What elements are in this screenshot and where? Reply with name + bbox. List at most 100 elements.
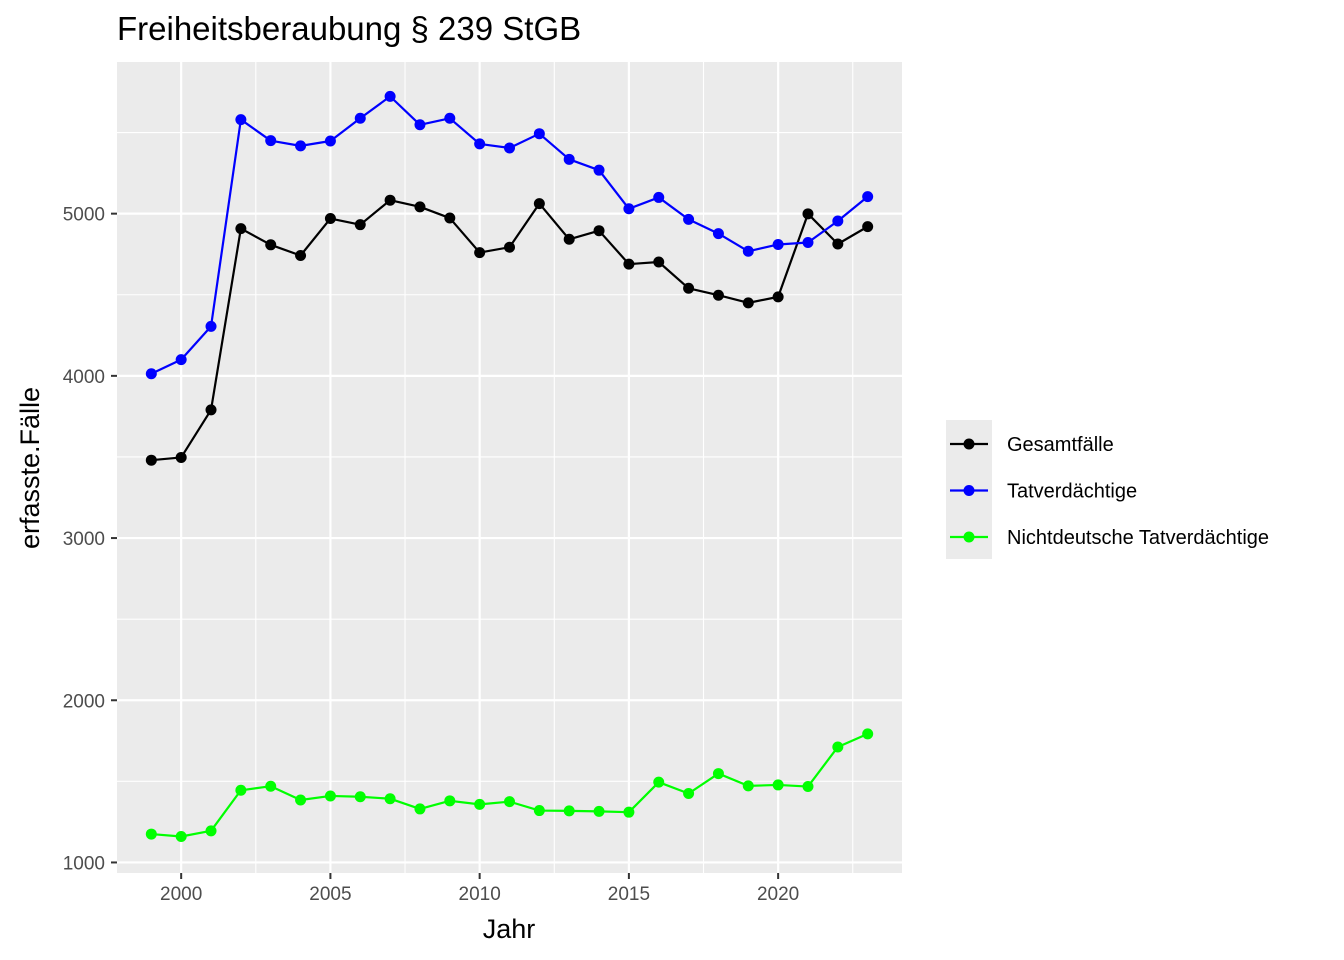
data-point	[205, 825, 217, 837]
data-point	[414, 803, 426, 815]
data-point	[354, 219, 366, 231]
data-point	[832, 238, 844, 250]
y-tick-label: 3000	[63, 529, 105, 550]
legend-label: Tatverdächtige	[1007, 481, 1137, 503]
data-point	[653, 191, 665, 203]
data-point	[683, 788, 695, 800]
x-axis-title: Jahr	[483, 914, 536, 944]
data-point	[324, 135, 336, 147]
series-0	[145, 194, 874, 466]
data-point	[533, 198, 545, 210]
data-point	[444, 112, 456, 124]
data-point	[474, 138, 486, 150]
x-tick-label: 2020	[757, 884, 799, 905]
data-point	[354, 791, 366, 803]
legend: Gesamtfälle Tatverdächtige Nichtdeutsche T…	[946, 420, 1269, 559]
data-point	[533, 805, 545, 817]
chart-title: Freiheitsberaubung § 239 StGB	[117, 10, 581, 47]
series-1	[145, 90, 874, 380]
data-point	[474, 247, 486, 259]
legend-key-point	[963, 485, 975, 496]
data-point	[772, 238, 784, 250]
data-point	[862, 221, 874, 233]
data-point	[175, 451, 187, 463]
data-point	[474, 798, 486, 810]
data-point	[623, 258, 635, 270]
series-layer	[145, 90, 874, 843]
data-point	[832, 741, 844, 753]
data-point	[772, 291, 784, 303]
data-point	[295, 794, 307, 806]
data-point	[235, 223, 247, 235]
minor-gridlines	[117, 62, 902, 873]
data-point	[772, 779, 784, 791]
data-point	[235, 784, 247, 796]
data-point	[623, 203, 635, 215]
data-point	[504, 241, 515, 253]
data-point	[414, 201, 426, 213]
data-point	[295, 250, 307, 262]
data-point	[862, 191, 874, 203]
data-point	[712, 289, 724, 301]
data-point	[205, 320, 217, 332]
data-point	[444, 212, 456, 224]
data-point	[653, 776, 665, 788]
data-point	[653, 256, 665, 268]
data-point	[533, 128, 545, 140]
data-point	[563, 233, 575, 245]
data-point	[683, 282, 695, 294]
series-2	[145, 728, 874, 843]
data-point	[444, 795, 456, 807]
data-point	[593, 805, 605, 817]
data-point	[145, 828, 157, 840]
data-point	[265, 135, 277, 147]
data-point	[742, 245, 754, 257]
axis-ticks	[111, 212, 780, 879]
y-tick-labels: 1000 2000 3000 4000 5000	[63, 205, 105, 875]
x-tick-label: 2005	[309, 884, 351, 905]
y-tick-label: 5000	[63, 205, 105, 226]
y-tick-label: 2000	[63, 691, 105, 712]
plot-panel	[117, 62, 902, 873]
data-point	[354, 112, 366, 124]
data-point	[563, 805, 575, 817]
x-tick-label: 2000	[160, 884, 202, 905]
data-point	[802, 237, 814, 249]
data-point	[683, 213, 695, 225]
data-point	[145, 454, 157, 466]
y-tick-label: 1000	[63, 853, 105, 874]
legend-key-point	[963, 531, 975, 543]
data-point	[712, 228, 724, 240]
data-point	[384, 194, 396, 206]
data-point	[504, 142, 515, 154]
data-point	[414, 119, 426, 131]
data-point	[504, 796, 515, 808]
data-point	[384, 90, 396, 102]
y-tick-label: 4000	[63, 367, 105, 388]
data-point	[384, 793, 396, 805]
major-gridlines	[117, 62, 902, 873]
data-point	[832, 215, 844, 227]
data-point	[205, 404, 217, 416]
data-point	[742, 297, 754, 309]
legend-label: Nichtdeutsche Tatverdächtige	[1007, 527, 1269, 549]
data-point	[265, 239, 277, 251]
data-point	[265, 780, 277, 792]
data-point	[175, 354, 187, 366]
legend-label: Gesamtfälle	[1007, 434, 1114, 456]
data-point	[623, 806, 635, 818]
data-point	[324, 790, 336, 802]
legend-key-point	[963, 438, 975, 450]
data-point	[175, 831, 187, 843]
data-point	[712, 768, 724, 780]
x-tick-labels: 2000 2005 2010 2015 2020	[160, 884, 799, 905]
data-point	[862, 728, 874, 740]
data-point	[324, 213, 336, 225]
data-point	[593, 225, 605, 237]
data-point	[593, 164, 605, 176]
data-point	[295, 140, 307, 152]
data-point	[742, 780, 754, 792]
y-axis-title: erfasste.Fälle	[15, 387, 45, 549]
x-tick-label: 2015	[608, 884, 650, 905]
data-point	[235, 114, 247, 126]
